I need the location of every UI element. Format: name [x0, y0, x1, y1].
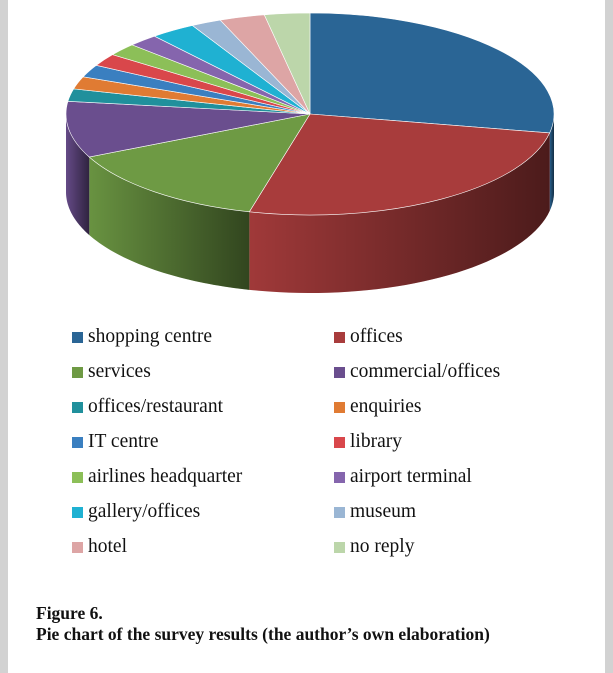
pie-side-shade-commercial-offices — [66, 114, 90, 235]
pie-slice-commercial-offices — [65, 101, 311, 158]
legend-item-it-centre: IT centre — [72, 428, 159, 456]
legend-label-no-reply: no reply — [350, 536, 415, 557]
legend-item-museum: museum — [334, 498, 416, 526]
legend-swatch-airport-terminal — [334, 471, 345, 483]
legend-item-library: library — [334, 428, 402, 456]
legend-label-gallery-offices: gallery/offices — [88, 501, 201, 522]
figure-caption: Figure 6. Pie chart of the survey result… — [36, 603, 606, 645]
figure-label: Figure 6. — [36, 603, 103, 623]
legend-item-commercial-offices: commercial/offices — [334, 358, 500, 386]
legend-item-offices-restaurant: offices/restaurant — [72, 393, 223, 421]
legend-swatch-no-reply — [334, 541, 345, 553]
legend-swatch-airlines-headquarter — [72, 471, 83, 483]
pie-side-shade-offices — [249, 132, 550, 293]
legend-item-services: services — [72, 358, 151, 386]
legend-label-offices-restaurant: offices/restaurant — [88, 396, 223, 417]
legend-item-hotel: hotel — [72, 533, 127, 561]
legend-swatch-shopping-centre — [72, 331, 83, 343]
legend-swatch-hotel — [72, 541, 83, 553]
legend-label-airport-terminal: airport terminal — [350, 466, 472, 487]
legend-swatch-gallery-offices — [72, 506, 83, 518]
legend-swatch-museum — [334, 506, 345, 518]
legend-label-airlines-headquarter: airlines headquarter — [88, 466, 243, 487]
legend-item-airlines-headquarter: airlines headquarter — [72, 463, 242, 491]
figure-caption-text: Pie chart of the survey results (the aut… — [36, 624, 490, 644]
legend-label-museum: museum — [350, 501, 417, 522]
legend-label-hotel: hotel — [88, 536, 127, 557]
pie-slice-no-reply — [263, 12, 311, 115]
legend-item-airport-terminal: airport terminal — [334, 463, 472, 491]
pie-slice-offices — [248, 113, 551, 216]
pie-sides — [66, 114, 554, 293]
legend-item-offices: offices — [334, 323, 403, 351]
legend-label-services: services — [88, 361, 151, 382]
legend-swatch-enquiries — [334, 401, 345, 413]
legend-label-commercial-offices: commercial/offices — [350, 361, 501, 382]
legend-swatch-it-centre — [72, 436, 83, 448]
pie-top — [65, 12, 555, 216]
legend-swatch-offices — [334, 331, 345, 343]
legend-label-it-centre: IT centre — [88, 431, 159, 452]
legend-swatch-offices-restaurant — [72, 401, 83, 413]
pie-slice-services — [88, 113, 311, 213]
pie-slice-shopping-centre — [309, 12, 555, 134]
legend-label-offices: offices — [350, 326, 403, 347]
legend-item-no-reply: no reply — [334, 533, 414, 561]
legend-item-enquiries: enquiries — [334, 393, 421, 421]
pie-side-shade-shopping-centre — [549, 114, 554, 211]
legend-item-gallery-offices: gallery/offices — [72, 498, 200, 526]
legend-swatch-commercial-offices — [334, 366, 345, 378]
pie-side-shade-services — [89, 157, 250, 290]
legend-label-enquiries: enquiries — [350, 396, 422, 417]
legend-swatch-library — [334, 436, 345, 448]
right-margin-bar — [605, 0, 613, 673]
pie-chart — [65, 12, 555, 293]
legend-item-shopping-centre: shopping centre — [72, 323, 212, 351]
legend-swatch-services — [72, 366, 83, 378]
left-margin-bar — [0, 0, 8, 673]
legend-label-library: library — [350, 431, 402, 452]
legend-label-shopping-centre: shopping centre — [88, 326, 213, 347]
